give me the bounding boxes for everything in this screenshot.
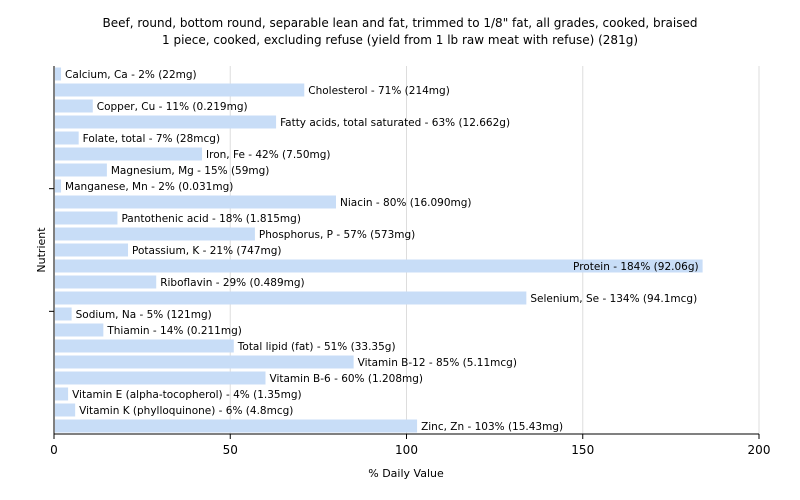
bar-label: Selenium, Se - 134% (94.1mcg) [530, 293, 697, 305]
bar-label: Niacin - 80% (16.090mg) [340, 197, 472, 209]
x-tick-label: 150 [571, 443, 594, 457]
bar-label: Vitamin B-6 - 60% (1.208mg) [270, 373, 424, 385]
y-ticks [49, 188, 54, 312]
bar-label: Copper, Cu - 11% (0.219mg) [97, 101, 248, 113]
x-ticks: 0 50 100 150 200 [50, 434, 770, 457]
bar [55, 195, 336, 209]
bar [55, 163, 107, 177]
bar-label: Magnesium, Mg - 15% (59mg) [111, 165, 270, 177]
bar [55, 147, 203, 161]
bar [55, 227, 255, 241]
bar [55, 179, 62, 193]
bar-label: Riboflavin - 29% (0.489mg) [160, 277, 304, 289]
x-tick-label: 0 [50, 443, 58, 457]
bar-label: Cholesterol - 71% (214mg) [308, 85, 450, 97]
bar [55, 259, 703, 273]
bar [55, 307, 72, 321]
bar-label: Fatty acids, total saturated - 63% (12.6… [280, 117, 510, 129]
bar [55, 339, 234, 353]
bar [55, 99, 93, 113]
bar [55, 115, 277, 129]
chart-subtitle: 1 piece, cooked, excluding refuse (yield… [162, 33, 638, 47]
bar [55, 403, 76, 417]
bar [55, 211, 118, 225]
bar [55, 131, 79, 145]
chart-title: Beef, round, bottom round, separable lea… [103, 16, 698, 30]
bar-label: Manganese, Mn - 2% (0.031mg) [65, 181, 233, 193]
x-axis-label: % Daily Value [368, 467, 444, 480]
x-tick-label: 100 [395, 443, 418, 457]
bar [55, 387, 69, 401]
bar [55, 371, 266, 385]
bar-label: Total lipid (fat) - 51% (33.35g) [237, 341, 396, 353]
bar-label: Vitamin K (phylloquinone) - 6% (4.8mcg) [79, 405, 293, 417]
bar [55, 419, 418, 433]
x-tick-label: 50 [223, 443, 238, 457]
bar-label: Protein - 184% (92.06g) [573, 261, 699, 273]
bar-label: Phosphorus, P - 57% (573mg) [259, 229, 415, 241]
bar [55, 67, 62, 81]
bar [55, 291, 527, 305]
bar-label: Iron, Fe - 42% (7.50mg) [206, 149, 330, 161]
bar-label: Zinc, Zn - 103% (15.43mg) [421, 421, 563, 433]
bar-label: Vitamin E (alpha-tocopherol) - 4% (1.35m… [72, 389, 302, 401]
y-axis-label: Nutrient [35, 227, 48, 273]
bar [55, 275, 157, 289]
bar [55, 323, 104, 337]
bar-label: Pantothenic acid - 18% (1.815mg) [121, 213, 300, 225]
bar [55, 243, 129, 257]
x-tick-label: 200 [748, 443, 771, 457]
bar-label: Folate, total - 7% (28mcg) [83, 133, 220, 145]
bar-label: Calcium, Ca - 2% (22mg) [65, 69, 197, 81]
bars: Calcium, Ca - 2% (22mg) Cholesterol - 71%… [55, 67, 703, 433]
bar-label: Vitamin B-12 - 85% (5.11mcg) [358, 357, 517, 369]
bar-label: Potassium, K - 21% (747mg) [132, 245, 282, 257]
bar-label: Sodium, Na - 5% (121mg) [76, 309, 212, 321]
bar [55, 355, 354, 369]
bar [55, 83, 305, 97]
bar-label: Thiamin - 14% (0.211mg) [106, 325, 242, 337]
